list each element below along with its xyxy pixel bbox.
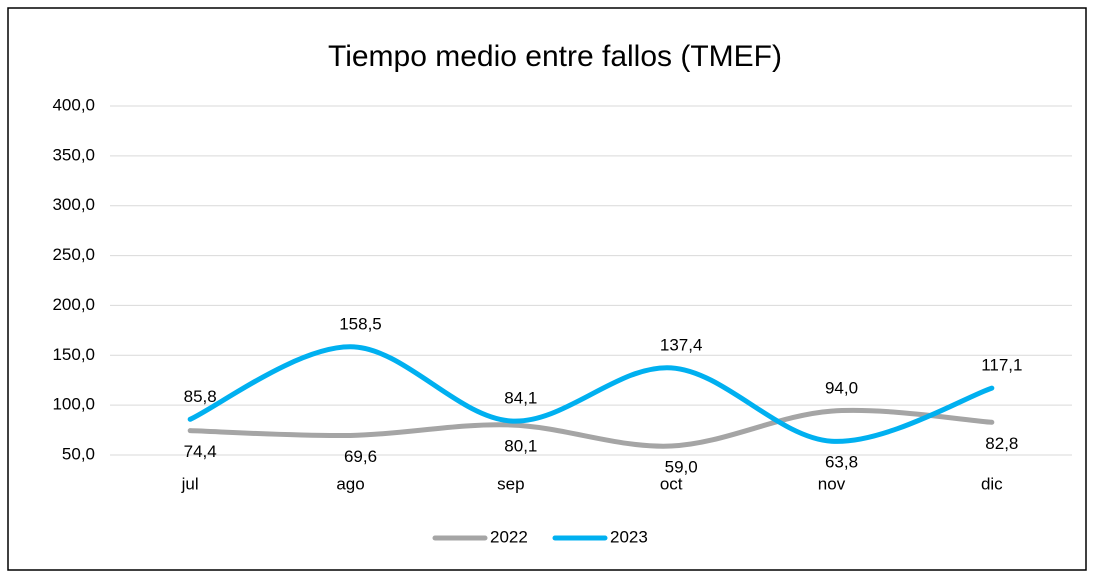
- data-label: 117,1: [981, 356, 1022, 375]
- x-tick-label: oct: [660, 474, 683, 493]
- legend-label: 2022: [490, 527, 528, 546]
- y-tick-label: 150,0: [52, 345, 95, 364]
- chart-frame: [7, 7, 1087, 571]
- data-label: 82,8: [985, 434, 1018, 453]
- x-tick-label: sep: [497, 474, 524, 493]
- data-label: 85,8: [184, 387, 217, 406]
- data-label: 158,5: [339, 314, 382, 333]
- data-label: 63,8: [825, 453, 858, 472]
- data-label: 69,6: [344, 447, 377, 466]
- x-tick-label: ago: [336, 474, 364, 493]
- y-tick-label: 350,0: [52, 145, 95, 164]
- y-tick-label: 250,0: [52, 245, 95, 264]
- x-tick-label: dic: [981, 474, 1003, 493]
- x-tick-label: jul: [181, 474, 199, 493]
- data-label: 59,0: [665, 458, 698, 477]
- x-tick-label: nov: [818, 474, 846, 493]
- data-label: 74,4: [184, 442, 217, 461]
- data-label: 94,0: [825, 379, 858, 398]
- y-tick-label: 300,0: [52, 195, 95, 214]
- y-tick-label: 200,0: [52, 295, 95, 314]
- y-tick-label: 50,0: [62, 444, 95, 463]
- data-label: 137,4: [660, 335, 703, 354]
- y-tick-label: 400,0: [52, 95, 95, 114]
- data-label: 80,1: [504, 436, 537, 455]
- data-label: 84,1: [504, 388, 537, 407]
- y-tick-label: 100,0: [52, 395, 95, 414]
- series-line: [187, 407, 995, 449]
- chart-title: Tiempo medio entre fallos (TMEF): [328, 40, 782, 73]
- series-line: [187, 344, 995, 444]
- legend-label: 2023: [610, 527, 648, 546]
